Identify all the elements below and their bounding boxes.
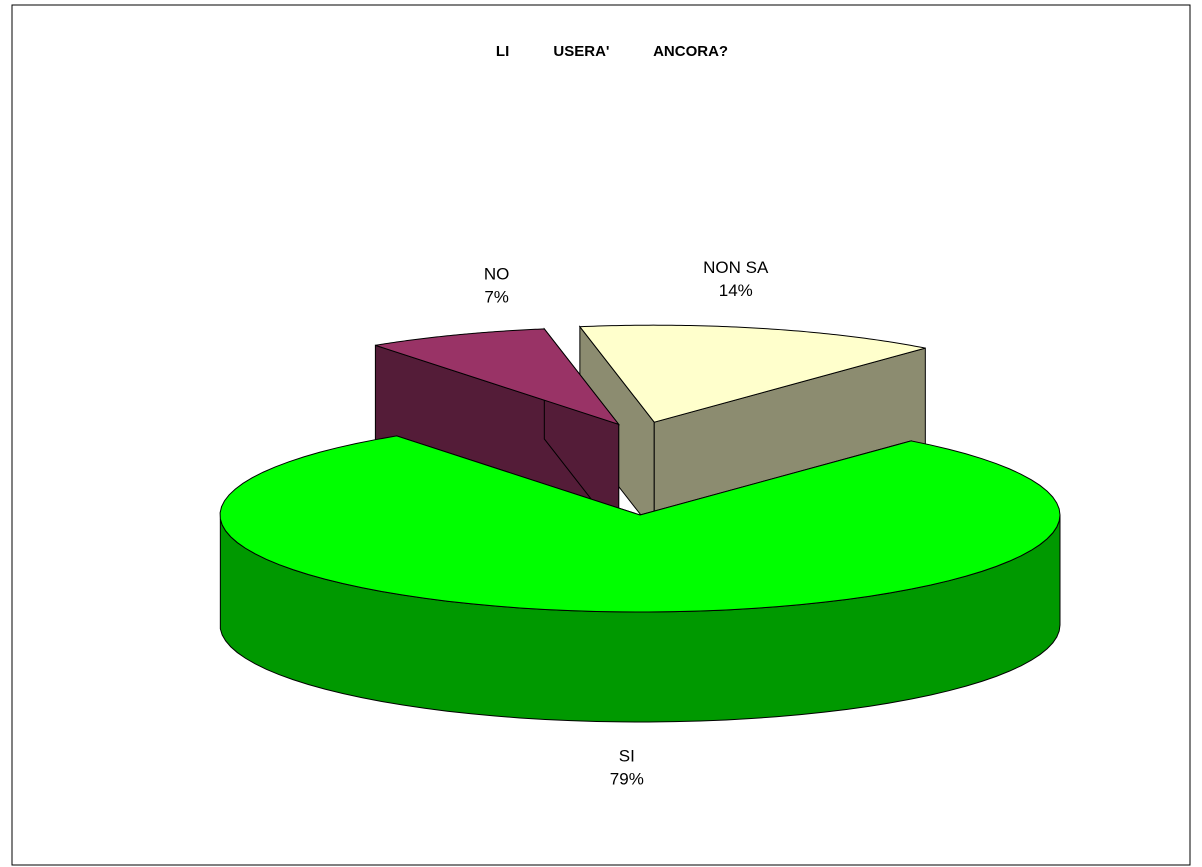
data-label-category: SI xyxy=(619,746,635,765)
data-label-value: 7% xyxy=(484,287,509,306)
pie-slice xyxy=(219,435,1061,723)
data-label-category: NO xyxy=(484,264,510,283)
slice-top xyxy=(219,435,1061,613)
data-label-category: NON SA xyxy=(703,258,769,277)
slice-top xyxy=(375,328,621,426)
pie-slice xyxy=(374,327,621,536)
slice-top xyxy=(578,324,926,423)
data-label-value: 14% xyxy=(719,281,753,300)
chart-title: LI USERA' ANCORA? xyxy=(496,43,728,60)
data-label-value: 79% xyxy=(610,769,644,788)
